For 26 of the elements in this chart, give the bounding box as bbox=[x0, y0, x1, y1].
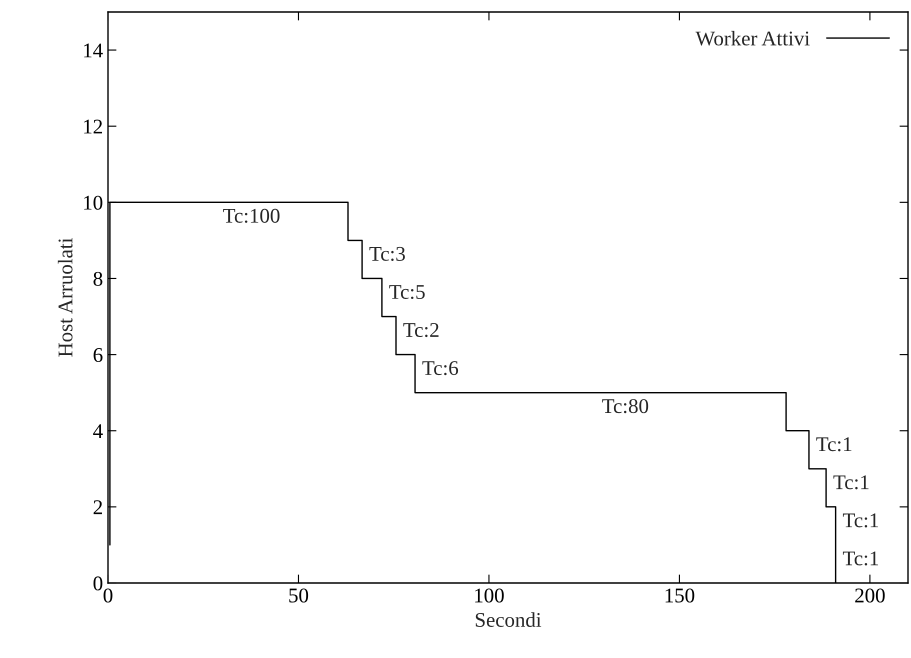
annotation: Tc:5 bbox=[389, 285, 425, 300]
y-tick-label: 4 bbox=[93, 424, 103, 438]
x-axis-title: Secondi bbox=[476, 612, 542, 627]
annotation: Tc:100 bbox=[223, 208, 280, 223]
annotation: Tc:80 bbox=[602, 399, 648, 414]
x-tick-label: 50 bbox=[289, 588, 308, 603]
y-tick-label: 12 bbox=[84, 120, 102, 134]
y-tick-label: 14 bbox=[84, 44, 103, 58]
annotation: Tc:1 bbox=[842, 513, 878, 528]
annotation: Tc:1 bbox=[842, 551, 878, 566]
y-axis-title: Host Arruolati bbox=[58, 238, 73, 357]
x-tick-label: 150 bbox=[666, 588, 694, 603]
annotation: Tc:1 bbox=[833, 475, 869, 490]
y-tick-label: 2 bbox=[94, 500, 102, 514]
annotation: Tc:3 bbox=[369, 246, 405, 261]
y-tick-label: 6 bbox=[94, 348, 103, 362]
y-tick-label: 10 bbox=[84, 196, 102, 210]
x-tick-label: 100 bbox=[475, 588, 504, 603]
annotation: Tc:1 bbox=[816, 437, 852, 452]
legend-label: Worker Attivi bbox=[695, 30, 810, 46]
x-tick-label: 200 bbox=[855, 588, 885, 603]
annotation: Tc:2 bbox=[403, 323, 439, 338]
annotation: Tc:6 bbox=[422, 361, 458, 376]
y-tick-label: 8 bbox=[94, 272, 102, 286]
x-tick-label: 0 bbox=[104, 588, 112, 603]
y-tick-label: 0 bbox=[94, 576, 102, 590]
